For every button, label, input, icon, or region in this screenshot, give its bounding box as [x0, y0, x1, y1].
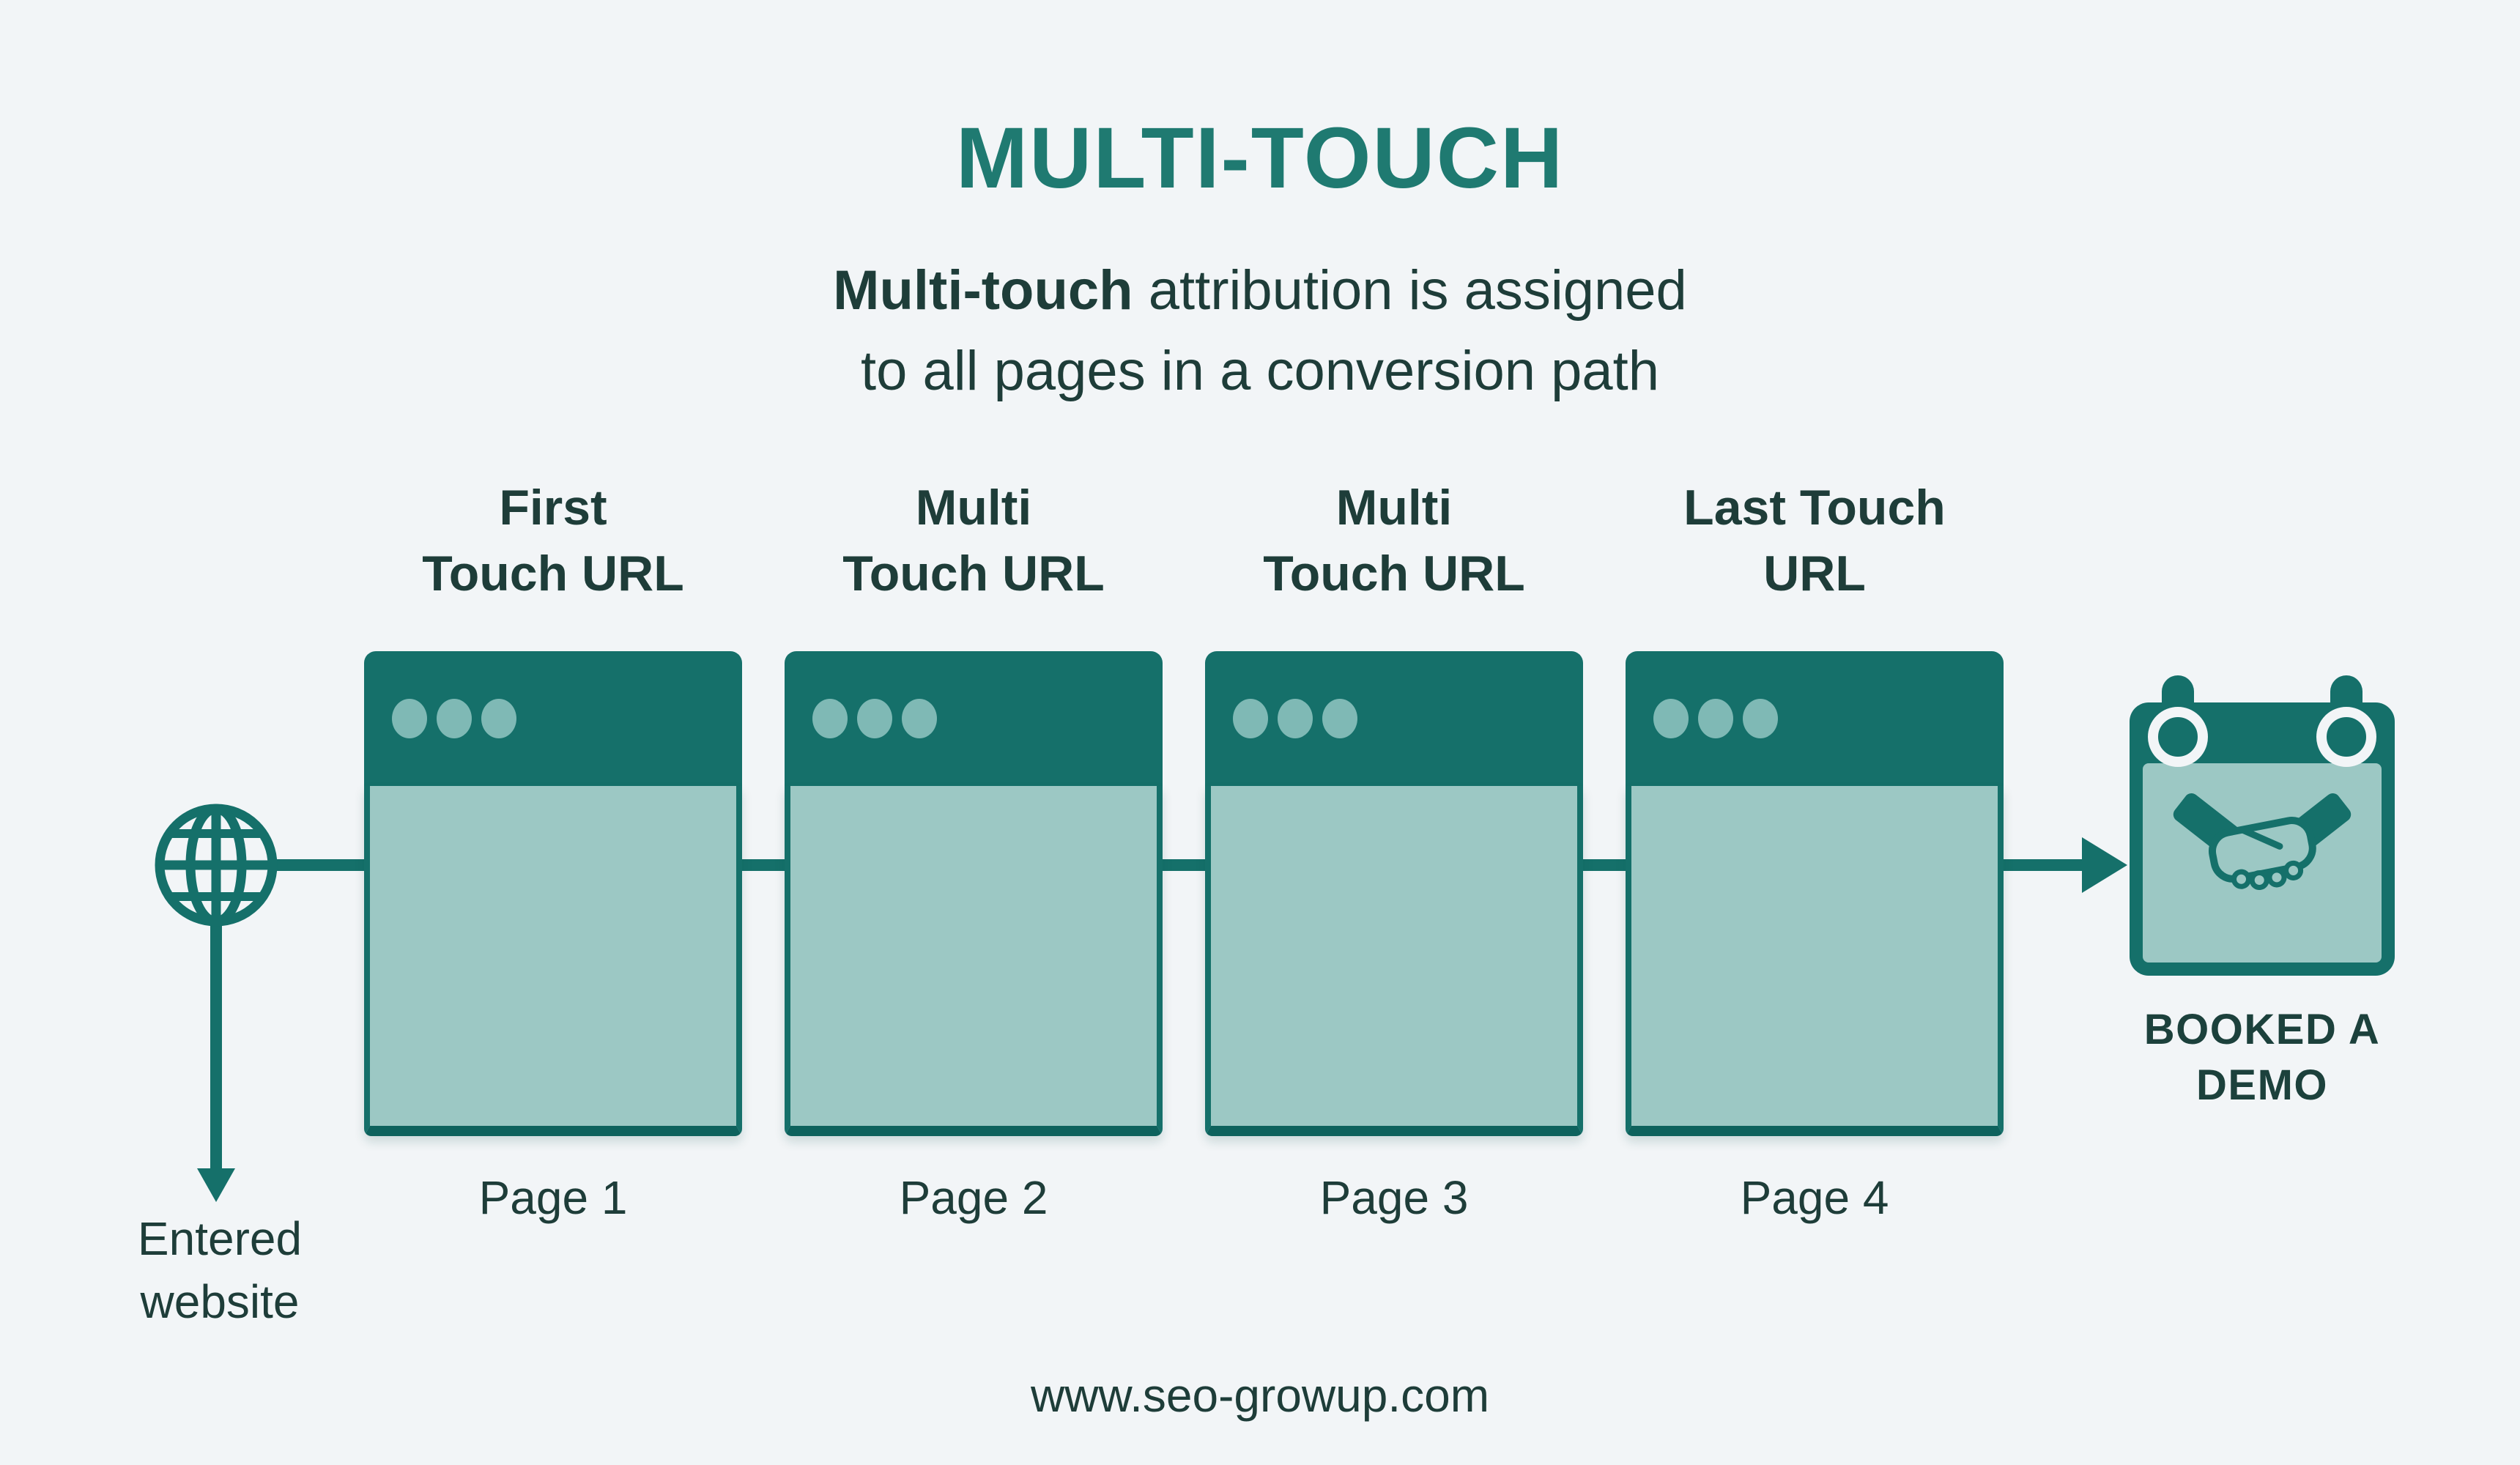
- window-dot-icon: [857, 699, 892, 738]
- browser-window-1: [364, 651, 742, 1146]
- page-subtitle: Multi-touch attribution is assigned to a…: [0, 251, 2520, 412]
- entry-label: Entered website: [59, 1207, 381, 1333]
- subtitle-rest: attribution is assigned: [1133, 259, 1687, 322]
- browser-window-body: [785, 786, 1163, 1136]
- browser-window-body: [1626, 786, 2004, 1136]
- subtitle-bold: Multi-touch: [833, 259, 1133, 322]
- window-dot-icon: [1233, 699, 1268, 738]
- arrow-down-icon: [197, 1168, 235, 1202]
- browser-window-titlebar: [1205, 651, 1583, 786]
- entry-drop-line: [210, 917, 222, 1170]
- browser-window-titlebar: [1626, 651, 2004, 786]
- page-2-label: Page 2: [899, 1171, 1048, 1224]
- window-4-title: Last Touch URL: [1683, 480, 1946, 601]
- window-dot-icon: [812, 699, 848, 738]
- browser-window-titlebar: [785, 651, 1163, 786]
- website-url: www.seo-growup.com: [1031, 1369, 1489, 1422]
- window-dot-icon: [392, 699, 427, 738]
- window-dot-icon: [481, 699, 516, 738]
- browser-window-titlebar: [364, 651, 742, 786]
- window-dot-icon: [1653, 699, 1689, 738]
- entry-label-line-1: Entered: [137, 1212, 303, 1265]
- page-4-label: Page 4: [1740, 1171, 1889, 1224]
- arrow-right-icon: [2082, 837, 2127, 893]
- handshake-icon: [2173, 793, 2352, 891]
- browser-window-4: [1626, 651, 2004, 1146]
- window-2-title: Multi Touch URL: [842, 480, 1105, 601]
- page-1-label: Page 1: [478, 1171, 628, 1224]
- window-dot-icon: [1743, 699, 1778, 738]
- subtitle-line-2: to all pages in a conversion path: [860, 340, 1660, 402]
- conversion-label: BOOKED A DEMO: [2100, 1002, 2424, 1113]
- page-3-label: Page 3: [1319, 1171, 1469, 1224]
- window-1-title: First Touch URL: [422, 480, 684, 601]
- calendar-ring-hole: [2148, 707, 2208, 767]
- calendar-ring-hole: [2316, 707, 2376, 767]
- browser-window-body: [364, 786, 742, 1136]
- conversion-label-line-1: BOOKED A: [2143, 1006, 2381, 1053]
- window-3-title: Multi Touch URL: [1263, 480, 1525, 601]
- browser-window-body: [1205, 786, 1583, 1136]
- entry-label-line-2: website: [140, 1275, 300, 1328]
- calendar-handshake-icon: [2130, 675, 2395, 976]
- globe-icon: [155, 804, 278, 927]
- page-title: MULTI-TOUCH: [955, 110, 1565, 207]
- window-dot-icon: [437, 699, 472, 738]
- conversion-label-line-2: DEMO: [2196, 1061, 2328, 1109]
- window-dot-icon: [1322, 699, 1357, 738]
- browser-window-3: [1205, 651, 1583, 1146]
- subtitle-line-1: Multi-touch attribution is assigned: [0, 251, 2520, 331]
- browser-window-2: [785, 651, 1163, 1146]
- window-dot-icon: [1698, 699, 1733, 738]
- window-dot-icon: [1278, 699, 1313, 738]
- window-dot-icon: [902, 699, 937, 738]
